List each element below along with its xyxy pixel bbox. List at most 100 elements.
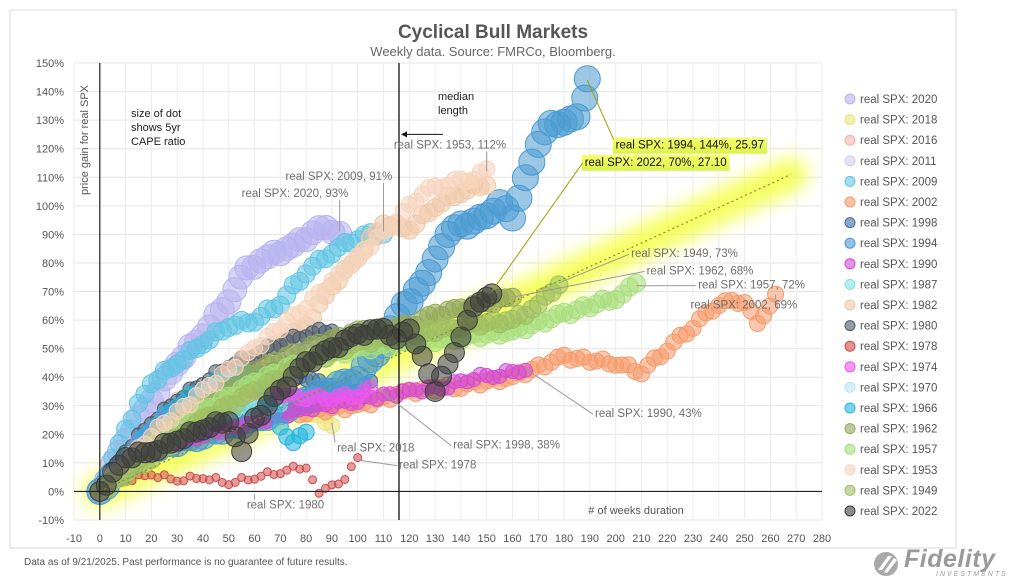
x-tick-label: 10 — [119, 533, 131, 545]
x-tick-label: 170 — [529, 533, 547, 545]
data-point — [211, 472, 221, 482]
data-point — [411, 345, 433, 367]
annotation-text: real SPX: 1957, 72% — [698, 280, 805, 292]
legend-swatch — [844, 381, 856, 393]
legend-item: real SPX: 2018 — [844, 114, 937, 127]
x-tick-label: 220 — [658, 533, 676, 545]
annotation-leader — [491, 162, 584, 292]
legend-swatch — [844, 237, 856, 249]
plot-frame — [9, 9, 957, 549]
annotation-text: real SPX: 1962, 68% — [647, 265, 754, 277]
legend-label: real SPX: 1998 — [860, 218, 937, 230]
legend-label: real SPX: 1949 — [860, 485, 937, 497]
annotation-leader — [370, 382, 452, 446]
legend-label: real SPX: 1990 — [860, 259, 937, 271]
annotation: real SPX: 2018 — [331, 422, 414, 454]
series-real-spx-1953 — [91, 160, 496, 500]
annotation: real SPX: 1949, 73% — [558, 248, 738, 284]
legend-item: real SPX: 1970 — [844, 381, 937, 394]
y-tick-label: 110% — [37, 172, 65, 184]
annotation-text: real SPX: 2002, 69% — [690, 300, 797, 312]
size-note-line-3: CAPE ratio — [131, 136, 185, 148]
legend-swatch — [844, 217, 856, 229]
x-tick-label: 160 — [503, 533, 521, 545]
size-note-line-1: size of dot — [131, 108, 181, 120]
legend-label: real SPX: 2002 — [860, 197, 937, 209]
y-tick-label: 120% — [36, 144, 64, 156]
y-tick-label: 150% — [36, 58, 64, 70]
chart-title: Cyclical Bull Markets — [398, 22, 588, 43]
annotation-leader — [525, 368, 594, 415]
legend-swatch — [844, 505, 856, 517]
data-point — [159, 470, 169, 480]
x-tick-label: 30 — [171, 533, 183, 545]
annotation-text: real SPX: 1949, 73% — [631, 248, 738, 260]
legend-label: real SPX: 1957 — [860, 444, 937, 456]
data-point — [767, 285, 785, 303]
annotation-layer: real SPX: 1994, 144%, 25.97 real SPX: 202… — [242, 79, 805, 512]
legend-label: real SPX: 2018 — [860, 115, 937, 127]
annotation-text: real SPX: 2009, 91% — [286, 171, 393, 183]
legend-swatch — [844, 299, 856, 311]
legend-item: real SPX: 1949 — [844, 484, 937, 497]
legend-item: real SPX: 1974 — [844, 361, 938, 374]
x-tick-label: 50 — [223, 533, 235, 545]
legend-item: real SPX: 1966 — [844, 402, 937, 415]
legend-label: real SPX: 2022 — [860, 506, 937, 518]
x-tick-label: 80 — [300, 533, 312, 545]
legend: real SPX: 2020 real SPX: 2018 real SPX: 20… — [844, 93, 938, 518]
annotation-leader — [331, 422, 336, 443]
legend-item: real SPX: 1987 — [844, 278, 937, 291]
y-tick-label: 90% — [42, 229, 64, 241]
legend-swatch — [844, 175, 856, 187]
legend-swatch — [844, 464, 856, 476]
data-point — [626, 273, 646, 293]
x-tick-label: 280 — [813, 533, 831, 545]
x-tick-label: 100 — [349, 533, 367, 545]
annotation-leader — [586, 79, 615, 140]
legend-swatch — [844, 114, 856, 126]
x-tick-label: 240 — [710, 533, 728, 545]
legend-swatch — [844, 320, 856, 332]
legend-label: real SPX: 1962 — [860, 424, 937, 436]
annotation-text: real SPX: 1998, 38% — [453, 440, 560, 452]
y-axis-label: price gain for real SPX — [79, 84, 91, 195]
y-tick-label: 20% — [42, 429, 64, 441]
x-tick-label: 250 — [735, 533, 753, 545]
footer-disclaimer: Data as of 9/21/2025. Past performance i… — [24, 557, 348, 568]
data-point — [230, 477, 240, 487]
legend-label: real SPX: 1970 — [860, 382, 937, 394]
x-tick-label: 140 — [452, 533, 470, 545]
y-tick-label: 10% — [42, 458, 64, 470]
annotation-highlight — [612, 137, 767, 154]
data-point — [517, 362, 533, 378]
size-note-line-2: shows 5yr — [131, 122, 181, 134]
annotation: real SPX: 1994, 144%, 25.97 — [586, 79, 767, 154]
x-tick-label: 260 — [761, 533, 779, 545]
data-point — [340, 474, 350, 484]
legend-swatch — [844, 340, 856, 352]
data-point — [502, 287, 522, 307]
legend-label: real SPX: 1994 — [860, 238, 938, 250]
legend-label: real SPX: 1966 — [860, 403, 937, 415]
logo-sub: INVESTMENTS — [936, 571, 1008, 578]
data-point — [301, 463, 311, 473]
fidelity-logo: Fidelity INVESTMENTS — [872, 545, 1012, 580]
series-layer — [86, 65, 792, 505]
x-tick-label: 210 — [632, 533, 650, 545]
annotation-text: real SPX: 2020, 93% — [242, 188, 349, 200]
x-tick-label: 60 — [248, 533, 260, 545]
legend-label: real SPX: 2016 — [860, 135, 937, 147]
legend-item: real SPX: 2020 — [844, 93, 937, 106]
data-point — [179, 476, 189, 486]
annotation-text: real SPX: 1978 — [399, 460, 476, 472]
annotation-highlight — [581, 154, 730, 171]
legend-item: real SPX: 1953 — [844, 464, 937, 477]
legend-item: real SPX: 1998 — [844, 217, 937, 230]
annotation: real SPX: 1990, 43% — [525, 368, 702, 420]
legend-swatch — [844, 443, 856, 455]
legend-label: real SPX: 1980 — [860, 321, 937, 333]
data-point — [256, 471, 266, 481]
fidelity-mark-icon — [874, 552, 898, 576]
